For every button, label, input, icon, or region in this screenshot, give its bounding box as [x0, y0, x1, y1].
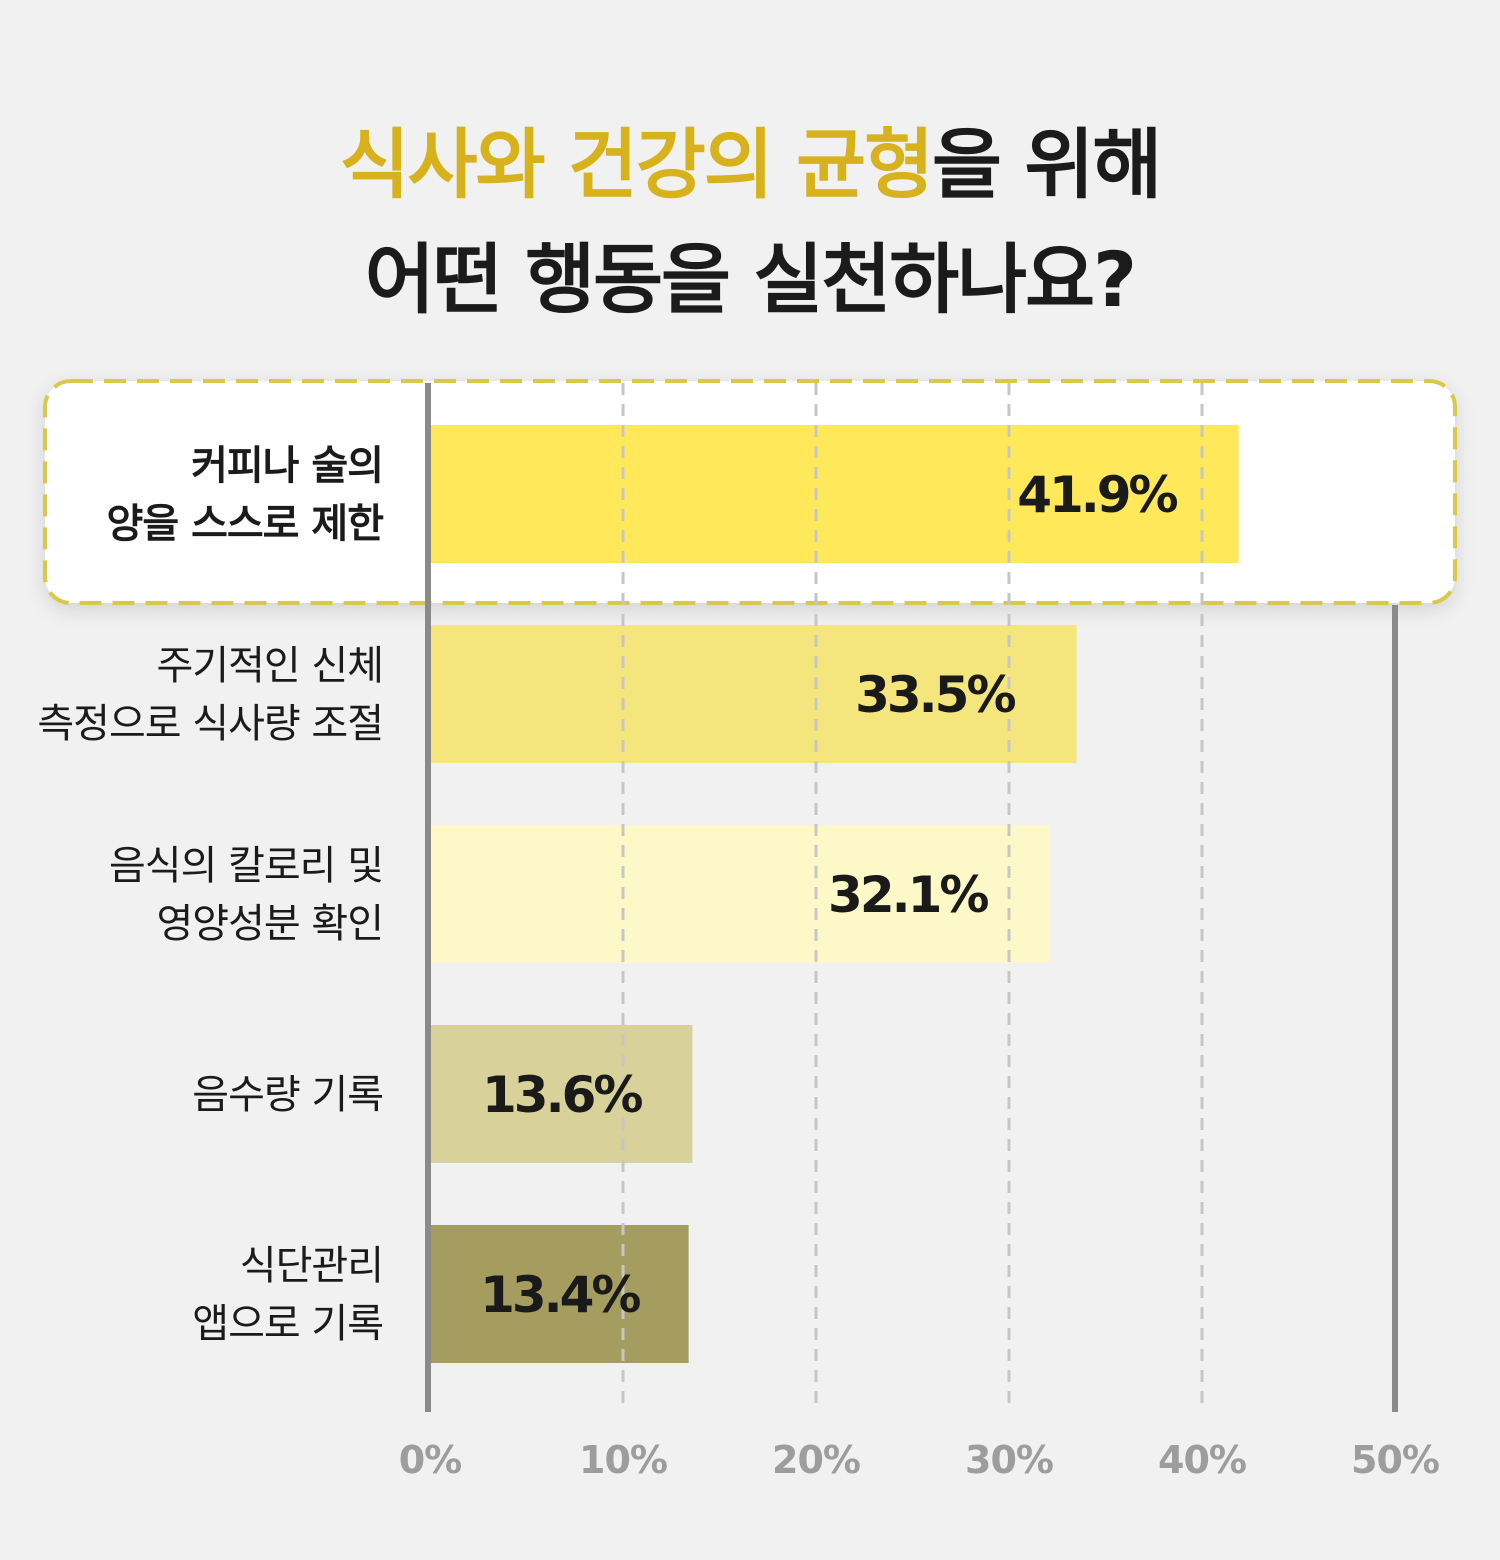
category-label-1-line-1: 커피나 술의: [191, 443, 383, 489]
category-label-1-line-2: 양을 스스로 제한: [107, 501, 385, 547]
x-tick-label-10: 10%: [579, 1438, 667, 1482]
x-tick-label-40: 40%: [1158, 1438, 1246, 1482]
chart-title-highlight: 식사와 건강의 균형: [339, 120, 934, 209]
x-tick-label-0: 0%: [399, 1438, 462, 1482]
bar-4: [430, 1025, 693, 1163]
data-label-1: 41.9%: [1017, 466, 1177, 524]
bar-3: [430, 825, 1050, 963]
category-label-5-line-1: 식단관리: [240, 1243, 383, 1289]
bar-1: [430, 425, 1239, 563]
bar-2: [430, 625, 1077, 763]
chart-title-rest: 을 위해: [932, 120, 1162, 209]
category-label-3-line-2: 영양성분 확인: [156, 901, 383, 947]
category-label-2-line-1: 주기적인 신체: [156, 643, 383, 689]
data-label-5: 13.4%: [480, 1266, 640, 1324]
chart-title-line2: 어떤 행동을 실천하나요?: [364, 235, 1137, 324]
category-label-2-line-2: 측정으로 식사량 조절: [37, 701, 383, 747]
x-tick-label-50: 50%: [1351, 1438, 1439, 1482]
category-label-4-line-1: 음수량 기록: [192, 1072, 383, 1118]
data-label-3: 32.1%: [828, 866, 988, 924]
data-label-2: 33.5%: [855, 666, 1015, 724]
bar-5: [430, 1225, 689, 1363]
chart-title-line1: 식사와 건강의 균형을 위해: [0, 103, 1500, 213]
x-tick-label-20: 20%: [772, 1438, 860, 1482]
data-label-4: 13.6%: [482, 1066, 642, 1124]
x-tick-label-30: 30%: [965, 1438, 1053, 1482]
category-label-5-line-2: 앱으로 기록: [192, 1301, 383, 1347]
category-label-3-line-1: 음식의 칼로리 및: [109, 843, 383, 889]
